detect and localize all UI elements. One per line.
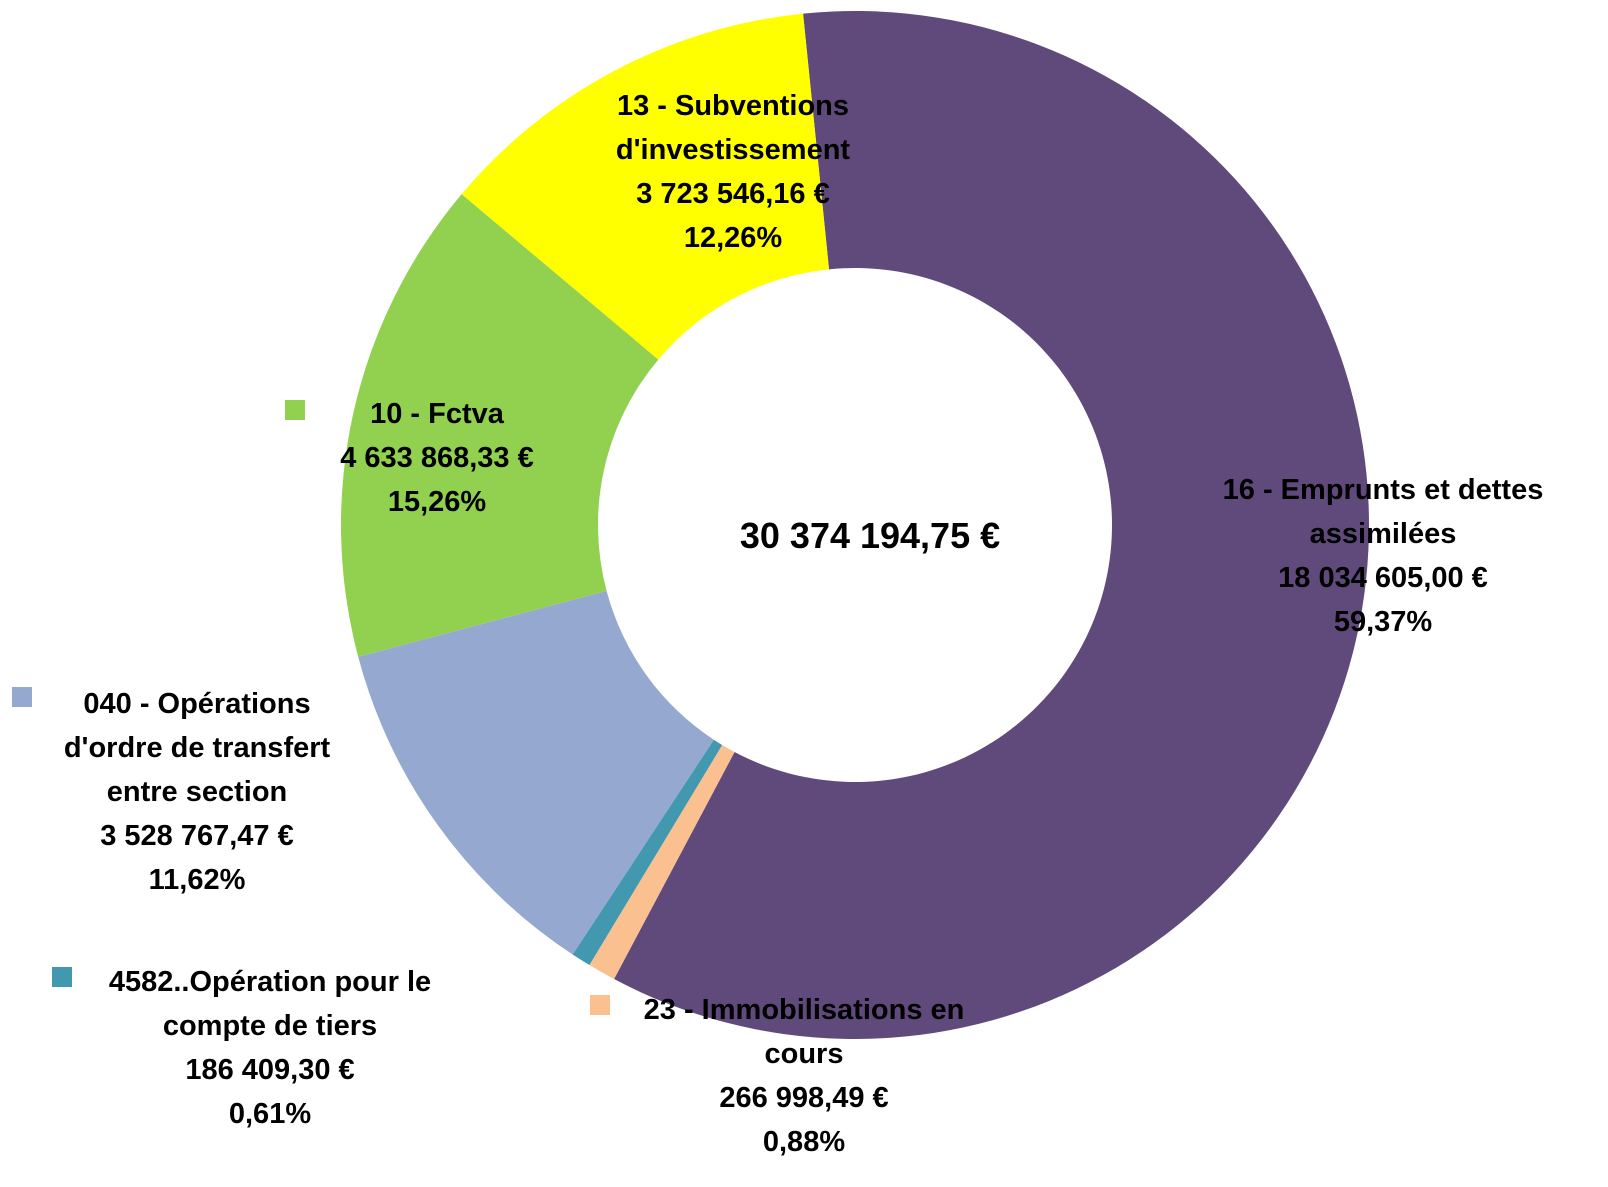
slice-label: 13 - Subventions d'investissement 3 723 5… — [588, 84, 878, 260]
category-name: 4582..Opération pour le compte de tiers — [108, 966, 432, 1042]
value-label: 18 034 605,00 € — [1278, 562, 1488, 594]
slice-label: 16 - Emprunts et dettes assimilées 18 034… — [1198, 468, 1568, 644]
category-name: 13 - Subventions d'investissement — [615, 90, 851, 166]
slice — [572, 739, 723, 966]
percentage-label: 0,61% — [228, 1098, 312, 1130]
value-label: 3 723 546,16 € — [636, 178, 830, 210]
legend-key — [285, 400, 305, 420]
slice — [589, 745, 735, 980]
value-label: 3 528 767,47 € — [100, 820, 294, 852]
slice-label: 23 - Immobilisations en cours 266 998,49 … — [614, 988, 994, 1164]
category-name: 16 - Emprunts et dettes assimilées — [1222, 474, 1544, 550]
slice — [341, 194, 659, 657]
slice — [358, 590, 714, 955]
center-label: 30 374 194,75 € — [739, 515, 1001, 556]
percentage-label: 59,37% — [1333, 606, 1433, 638]
percentage-label: 0,88% — [762, 1126, 846, 1158]
percentage-label: 15,26% — [387, 486, 487, 518]
legend-key — [590, 995, 610, 1015]
value-label: 186 409,30 € — [185, 1054, 355, 1086]
category-name: 10 - Fctva — [370, 398, 504, 430]
legend-key — [12, 687, 32, 707]
percentage-label: 12,26% — [683, 222, 783, 254]
percentage-label: 11,62% — [148, 864, 246, 896]
value-label: 4 633 868,33 € — [340, 442, 534, 474]
slice-label: 4582..Opération pour le compte de tiers 1… — [75, 960, 465, 1136]
slice — [614, 11, 1369, 1040]
slice-label: 040 - Opérations d'ordre de transfert en… — [42, 682, 352, 902]
slice-label: 10 - Fctva 4 633 868,33 € 15,26% — [287, 392, 587, 524]
category-name: 040 - Opérations d'ordre de transfert en… — [63, 688, 331, 808]
slice — [461, 13, 830, 360]
value-label: 266 998,49 € — [719, 1082, 889, 1114]
legend-key — [52, 967, 72, 987]
category-name: 23 - Immobilisations en cours — [643, 994, 965, 1070]
